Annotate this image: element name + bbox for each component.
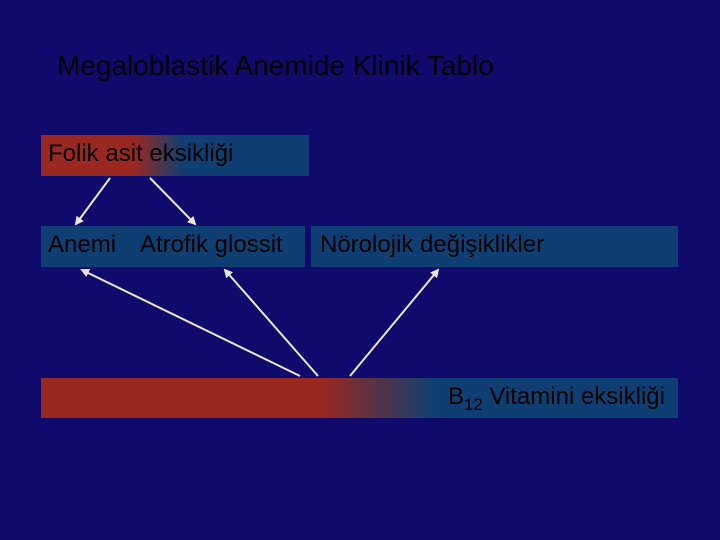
label-atrofik: Atrofik glossit [140,231,283,259]
label-b12: B12 Vitamini eksikliği [448,383,665,415]
box-middle-divider [305,226,311,267]
label-folik: Folik asit eksikliği [48,140,233,168]
slide-title: Megaloblastik Anemide Klinik Tablo [57,50,494,82]
label-norolojik: Nörolojik değişiklikler [320,231,544,259]
slide: Megaloblastik Anemide Klinik Tablo Folik… [0,0,720,540]
label-anemi: Anemi [48,231,116,259]
